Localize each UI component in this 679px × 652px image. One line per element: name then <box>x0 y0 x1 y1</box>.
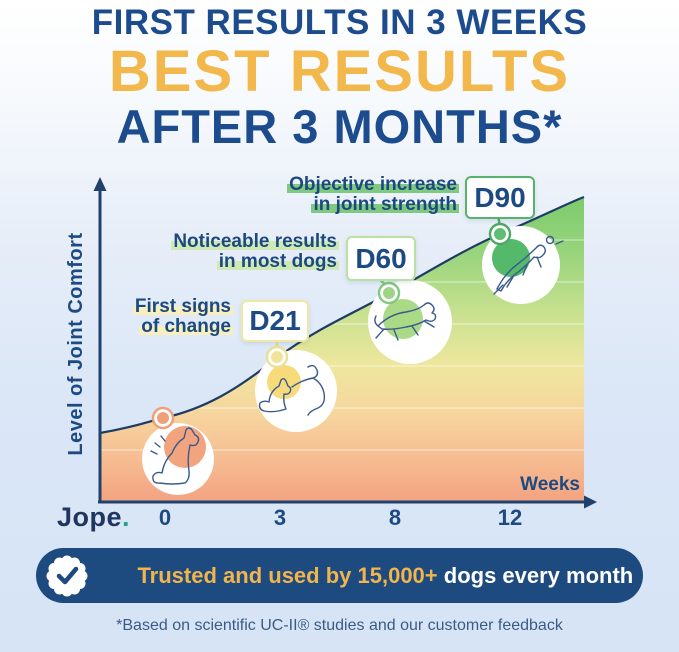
title-line-2: BEST RESULTS <box>108 39 571 104</box>
milestone-marker-week0 <box>151 406 175 430</box>
annotation-d90-line1: Objective increase <box>287 174 459 195</box>
milestone-marker-d90 <box>488 222 512 246</box>
annotation-d21: First signs of change <box>132 296 233 337</box>
d21-badge: D21 <box>241 300 309 342</box>
x-tick-3: 3 <box>273 505 287 530</box>
milestone-marker-d21 <box>265 345 289 369</box>
verified-badge-icon <box>46 555 88 596</box>
comfort-area-fill <box>100 197 584 502</box>
annotation-d90: Objective increase in joint strength <box>287 174 459 215</box>
trust-banner: Trusted and used by 15,000+ dogs every m… <box>36 548 643 603</box>
jope-logo-period: . <box>122 502 131 532</box>
dog-petting-icon <box>258 364 326 416</box>
jope-logo-text: Jope <box>57 502 123 532</box>
dog-vignette-week0 <box>142 423 214 495</box>
d90-badge: D90 <box>465 176 535 219</box>
title-line-3: AFTER 3 MONTHS* <box>116 100 563 153</box>
annotation-d60-line1: Noticeable results <box>171 231 339 252</box>
annotation-d90-line2: in joint strength <box>311 194 459 215</box>
x-axis-label: Weeks <box>520 474 580 495</box>
title-line-1: FIRST RESULTS IN 3 WEEKS <box>91 3 588 42</box>
x-tick-8: 8 <box>388 505 402 530</box>
trust-banner-highlight: Trusted and used by 15,000+ <box>137 562 438 588</box>
dog-leaping-icon <box>493 235 564 295</box>
footnote: *Based on scientific UC-II® studies and … <box>116 617 563 634</box>
dog-running-icon <box>374 302 437 341</box>
dog-sitting-pain-icon <box>150 427 200 485</box>
jope-logo: Jope. <box>57 502 130 533</box>
x-tick-0: 0 <box>158 505 172 530</box>
d60-badge: D60 <box>346 236 416 281</box>
dog-vignette-week12 <box>482 226 564 304</box>
annotation-d60: Noticeable results in most dogs <box>171 231 339 272</box>
y-axis-label: Level of Joint Comfort <box>65 232 87 456</box>
trust-banner-rest: dogs every month <box>437 562 634 588</box>
y-axis-arrow <box>93 177 107 191</box>
dog-vignette-week3 <box>255 350 337 432</box>
milestone-marker-d60 <box>377 281 401 305</box>
annotation-d21-line2: of change <box>139 316 233 337</box>
x-axis-arrow <box>584 495 597 509</box>
x-tick-12: 12 <box>497 505 523 530</box>
annotation-d21-line1: First signs <box>132 296 233 317</box>
annotation-d60-line2: in most dogs <box>216 251 339 272</box>
